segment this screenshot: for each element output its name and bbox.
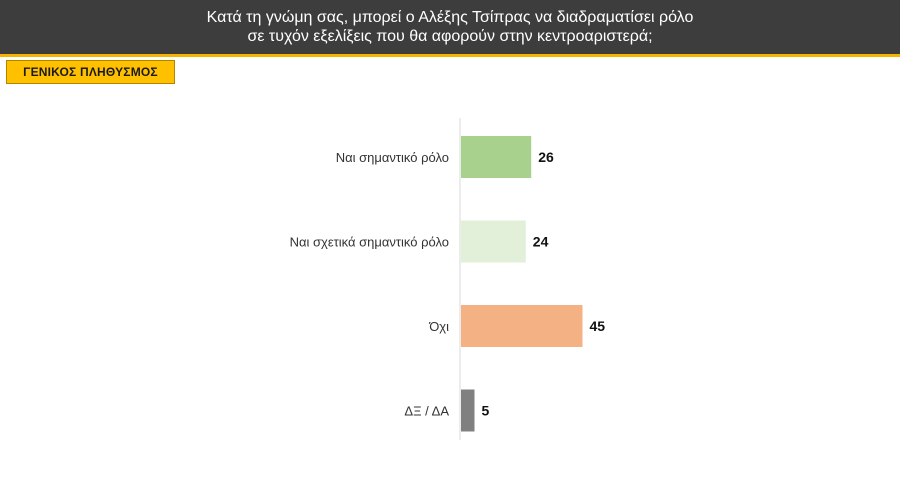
bar-3	[461, 305, 583, 347]
chart-title-bar: Κατά τη γνώμη σας, μπορεί ο Αλέξης Τσίπρ…	[0, 0, 900, 57]
bar-2	[461, 220, 526, 263]
bar-1	[461, 136, 532, 178]
category-label-4: ΔΞ / ΔΑ	[404, 404, 449, 419]
category-label-1: Ναι σημαντικό ρόλο	[336, 150, 449, 165]
chart-title-line-2: σε τυχόν εξελίξεις που θα αφορούν στην κ…	[247, 28, 653, 45]
segment-badge: ΓΕΝΙΚΟΣ ΠΛΗΘΥΣΜΟΣ	[6, 60, 175, 84]
bar-4	[461, 389, 475, 432]
value-label-3: 45	[590, 318, 606, 334]
category-label-2: Ναι σχετικά σημαντικό ρόλο	[290, 235, 449, 250]
value-label-2: 24	[533, 234, 549, 250]
value-label-1: 26	[538, 149, 554, 165]
category-label-3: Όχι	[428, 319, 449, 334]
chart-title-line-1: Κατά τη γνώμη σας, μπορεί ο Αλέξης Τσίπρ…	[206, 9, 694, 26]
value-label-4: 5	[482, 403, 490, 419]
